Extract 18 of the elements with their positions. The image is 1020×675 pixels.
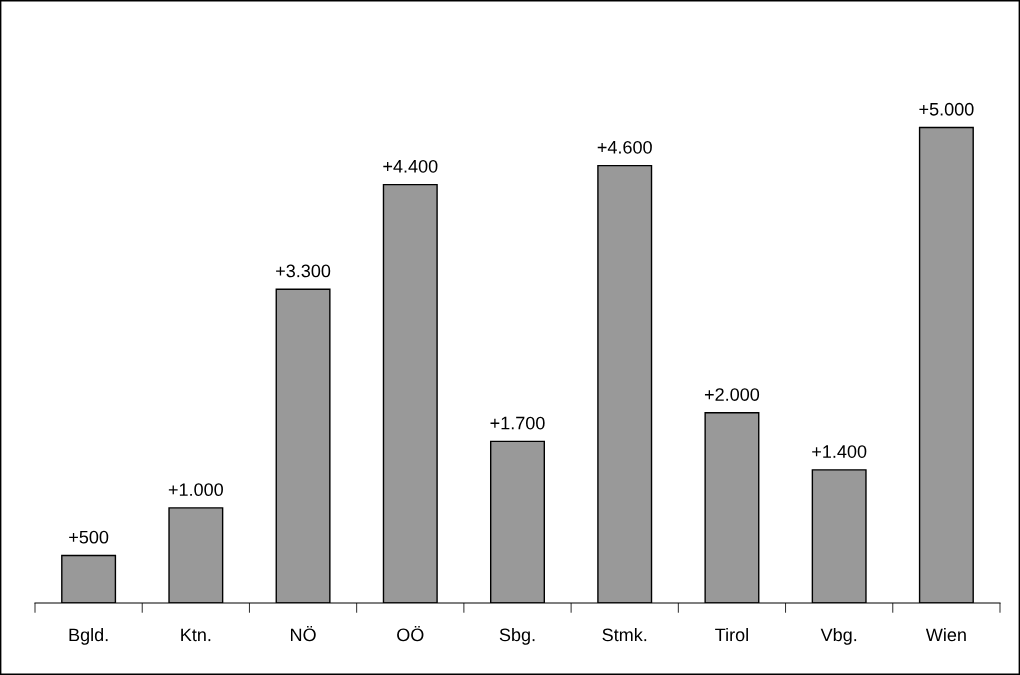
- data-label: +4.600: [597, 140, 652, 154]
- x-tick-label: Vbg.: [820, 628, 857, 645]
- data-label: +1.700: [490, 416, 545, 430]
- x-tick-label: Ktn.: [181, 628, 211, 642]
- x-tick-label: Wien: [925, 628, 966, 642]
- data-label: +1.400: [812, 445, 867, 458]
- x-tick-label: Stmk.: [602, 628, 647, 642]
- x-tick-label: Bgld.: [69, 628, 108, 645]
- x-tick-label: NÖ: [290, 625, 316, 642]
- data-label: +2.000: [704, 388, 760, 401]
- data-label: +3.300: [276, 264, 331, 278]
- data-label: +4.400: [383, 159, 438, 173]
- data-label: +5.000: [919, 102, 974, 116]
- data-label: +1.000: [168, 483, 223, 497]
- data-label: +500: [69, 530, 109, 544]
- x-tick-label: OÖ: [397, 625, 424, 642]
- x-tick-label: Sbg.: [499, 628, 535, 645]
- x-tick-label: Tirol: [715, 628, 748, 642]
